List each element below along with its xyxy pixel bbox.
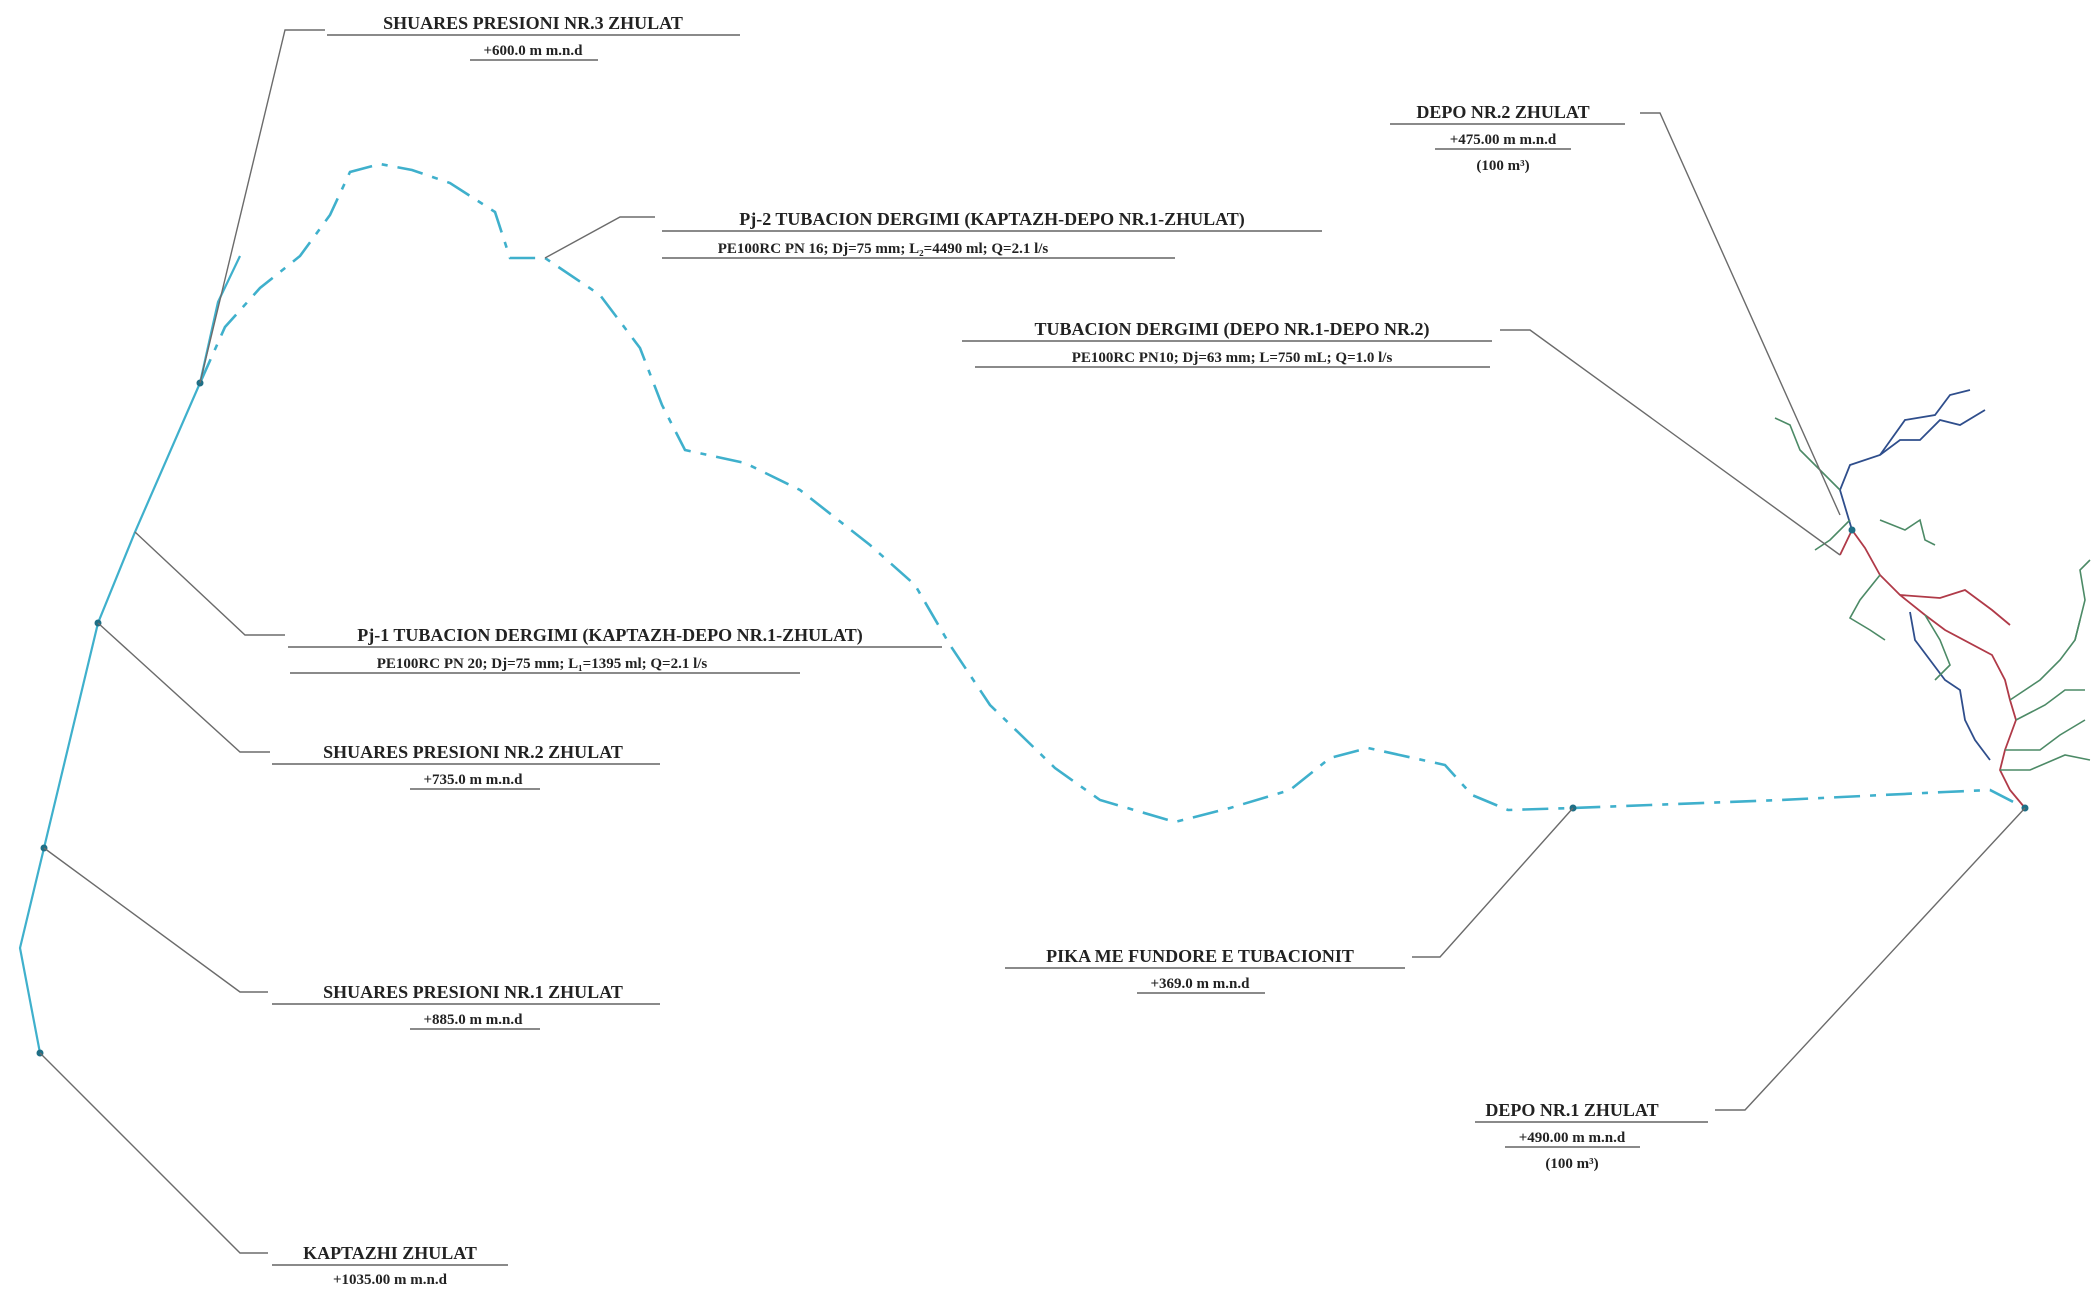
network-branch-green-4 — [1924, 614, 1951, 681]
network-branch-green-10 — [2074, 559, 2091, 641]
pipe-pj2-line — [198, 162, 2026, 824]
network-branch-green-7 — [2015, 689, 2085, 721]
network-branch-green-2 — [1814, 519, 1851, 551]
label-depo2-title: DEPO NR.2 ZHULAT — [1416, 102, 1589, 122]
network-main-red — [1839, 528, 2026, 809]
network-branch-blue-1 — [1839, 409, 1986, 531]
label-tub-spec: PE100RC PN10; Dj=63 mm; L=750 mL; Q=1.0 … — [1072, 350, 1393, 366]
leader-pika — [1412, 807, 1574, 958]
label-pj2-spec: PE100RC PN 16; Dj=75 mm; L₂=4490 ml; Q=2… — [718, 241, 1049, 257]
label-sp1-title: SHUARES PRESIONI NR.1 ZHULAT — [323, 982, 623, 1002]
network-branch-green-1 — [1774, 417, 1841, 491]
label-depo1-volume: (100 m³) — [1545, 1156, 1598, 1172]
label-depo1-elevation: +490.00 m m.n.d — [1519, 1130, 1626, 1146]
label-depo2-volume: (100 m³) — [1476, 158, 1529, 174]
label-kaptazh-elevation: +1035.00 m m.n.d — [333, 1272, 448, 1288]
leader-tub — [1500, 329, 1841, 556]
label-pj2-title: Pj-2 TUBACION DERGIMI (KAPTAZH-DEPO NR.1… — [739, 209, 1245, 230]
leader-sp2 — [97, 622, 270, 753]
label-depo2-elevation: +475.00 m m.n.d — [1450, 132, 1557, 148]
network-branch-green-3 — [1848, 574, 1886, 641]
pipe-pj1-line — [18, 255, 241, 1054]
leader-pj1 — [134, 531, 285, 636]
label-sp3-elevation: +600.0 m m.n.d — [484, 43, 584, 59]
leader-pj2 — [544, 216, 655, 259]
network-branch-green-9 — [2000, 754, 2091, 771]
label-sp1-elevation: +885.0 m m.n.d — [424, 1012, 524, 1028]
leader-depo1 — [1715, 807, 2026, 1111]
network-branch-green-8 — [2005, 719, 2086, 751]
label-pika-title: PIKA ME FUNDORE E TUBACIONIT — [1046, 946, 1354, 966]
label-pj1-spec: PE100RC PN 20; Dj=75 mm; L₁=1395 ml; Q=2… — [377, 656, 708, 672]
label-pika-elevation: +369.0 m m.n.d — [1151, 976, 1251, 992]
label-tub-title: TUBACION DERGIMI (DEPO NR.1-DEPO NR.2) — [1035, 319, 1430, 340]
network-branch-blue-3 — [1909, 611, 1991, 761]
network-branch-blue-2 — [1879, 389, 1971, 456]
label-pj1-title: Pj-1 TUBACION DERGIMI (KAPTAZH-DEPO NR.1… — [357, 625, 863, 646]
network-branch-green-5 — [1879, 518, 1936, 546]
label-sp2-elevation: +735.0 m m.n.d — [424, 772, 524, 788]
label-sp3-title: SHUARES PRESIONI NR.3 ZHULAT — [383, 13, 683, 33]
label-sp2-title: SHUARES PRESIONI NR.2 ZHULAT — [323, 742, 623, 762]
label-depo1-title: DEPO NR.1 ZHULAT — [1485, 1100, 1658, 1120]
leader-sp1 — [43, 847, 268, 993]
leader-sp3 — [199, 29, 325, 384]
network-branch-green-6 — [2009, 619, 2081, 701]
leader-kaptazh — [39, 1052, 268, 1254]
label-kaptazh-title: KAPTAZHI ZHULAT — [303, 1243, 477, 1263]
leader-depo2 — [1640, 112, 1841, 516]
node-depo2 — [1848, 526, 1856, 534]
network-branch-red-1 — [1899, 589, 2011, 626]
